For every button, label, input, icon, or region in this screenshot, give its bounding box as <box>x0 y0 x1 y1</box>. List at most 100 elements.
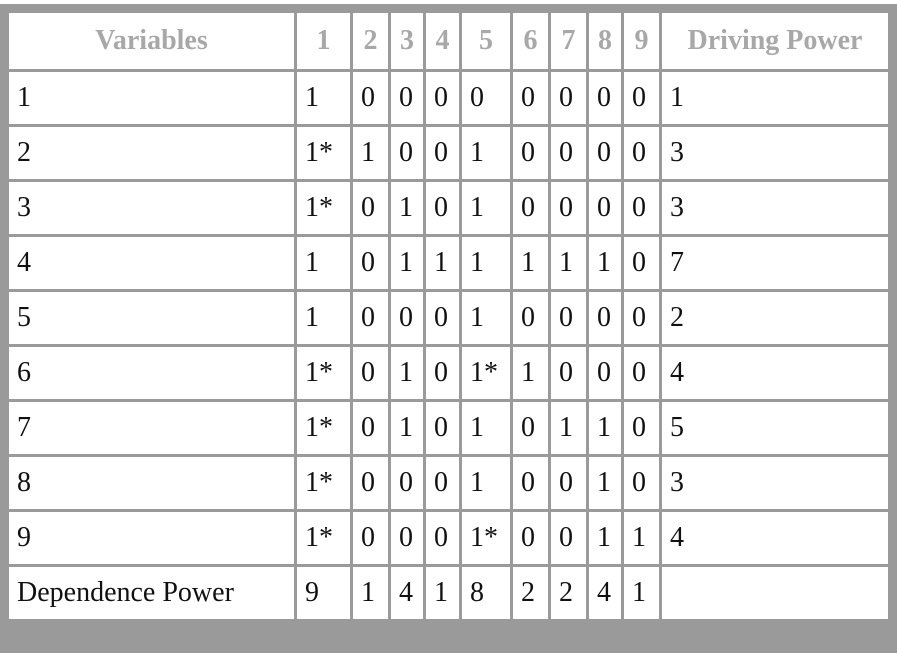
column-header: 8 <box>586 10 624 72</box>
table-cell: 1* <box>294 454 353 512</box>
table-cell: 0 <box>388 289 426 347</box>
table-cell: 1 <box>388 399 426 457</box>
table-cell: 0 <box>423 454 462 512</box>
table-cell: 0 <box>423 344 462 402</box>
table-cell: 0 <box>510 69 551 127</box>
table-cell: 3 <box>659 179 891 237</box>
table-row: 2 1* 1 0 0 1 0 0 0 0 3 <box>6 124 891 182</box>
column-header: 1 <box>294 10 353 72</box>
table-cell: 1* <box>294 179 353 237</box>
header-row: Variables 1 2 3 4 5 6 7 8 9 Driving Power <box>6 10 891 72</box>
table-cell: 1 <box>586 454 624 512</box>
row-label: 3 <box>6 179 297 237</box>
table-cell: 1* <box>294 344 353 402</box>
column-header: 6 <box>510 10 551 72</box>
row-label: 1 <box>6 69 297 127</box>
table-cell: 0 <box>548 509 589 567</box>
table-cell: 0 <box>510 289 551 347</box>
table-cell: 2 <box>659 289 891 347</box>
table-cell: 1 <box>294 69 353 127</box>
table-cell: 0 <box>423 509 462 567</box>
column-header: Variables <box>6 10 297 72</box>
table-row: Dependence Power 9 1 4 1 8 2 2 4 1 <box>6 564 891 622</box>
table-cell: 0 <box>586 179 624 237</box>
table-cell: 1 <box>423 234 462 292</box>
table-cell: 0 <box>510 509 551 567</box>
table-cell: 1* <box>294 399 353 457</box>
table-cell: 0 <box>388 69 426 127</box>
row-label: 5 <box>6 289 297 347</box>
table-cell: 0 <box>621 69 662 127</box>
table-cell: 8 <box>459 564 513 622</box>
table-cell: 1* <box>459 509 513 567</box>
table-cell: 0 <box>548 124 589 182</box>
table-cell: 1 <box>423 564 462 622</box>
table-cell: 0 <box>510 399 551 457</box>
table-cell: 1 <box>294 234 353 292</box>
table-cell: 1 <box>459 289 513 347</box>
table-cell: 1 <box>659 69 891 127</box>
table-cell: 9 <box>294 564 353 622</box>
table-cell: 0 <box>621 234 662 292</box>
table-cell: 0 <box>459 69 513 127</box>
column-header: 9 <box>621 10 662 72</box>
table-cell: 0 <box>510 124 551 182</box>
table-row: 8 1* 0 0 0 1 0 0 1 0 3 <box>6 454 891 512</box>
table-cell: 0 <box>586 69 624 127</box>
table-cell: 0 <box>388 454 426 512</box>
table-cell: 0 <box>423 124 462 182</box>
row-label: 7 <box>6 399 297 457</box>
table-cell: 1 <box>586 399 624 457</box>
table-cell: 2 <box>510 564 551 622</box>
table-cell: 1 <box>548 399 589 457</box>
column-header: 2 <box>350 10 391 72</box>
table-cell: 3 <box>659 124 891 182</box>
table-row: 3 1* 0 1 0 1 0 0 0 0 3 <box>6 179 891 237</box>
table-cell: 5 <box>659 399 891 457</box>
column-header: 5 <box>459 10 513 72</box>
table-cell: 0 <box>350 509 391 567</box>
table-cell: 0 <box>423 399 462 457</box>
column-header: Driving Power <box>659 10 891 72</box>
table-cell: 1 <box>388 344 426 402</box>
column-header: 3 <box>388 10 426 72</box>
table-cell: 1 <box>459 179 513 237</box>
table-cell: 0 <box>548 344 589 402</box>
table-cell: 0 <box>423 289 462 347</box>
table-cell: 0 <box>350 69 391 127</box>
table-cell: 0 <box>586 344 624 402</box>
table-cell: 1 <box>459 399 513 457</box>
row-label: 6 <box>6 344 297 402</box>
table-cell: 1 <box>350 124 391 182</box>
table-cell: 1 <box>510 234 551 292</box>
table-cell: 0 <box>586 289 624 347</box>
table-cell: 1 <box>388 179 426 237</box>
table-cell: 0 <box>586 124 624 182</box>
row-label: 9 <box>6 509 297 567</box>
table-cell: 7 <box>659 234 891 292</box>
table-cell: 1 <box>350 564 391 622</box>
table-cell: 1 <box>388 234 426 292</box>
table-row: 7 1* 0 1 0 1 0 1 1 0 5 <box>6 399 891 457</box>
table-cell: 1* <box>294 124 353 182</box>
table-cell: 1 <box>621 509 662 567</box>
table-cell: 0 <box>621 179 662 237</box>
table-cell: 0 <box>621 289 662 347</box>
table-cell: 3 <box>659 454 891 512</box>
table-cell: 0 <box>621 399 662 457</box>
row-label: Dependence Power <box>6 564 297 622</box>
table-row: 6 1* 0 1 0 1* 1 0 0 0 4 <box>6 344 891 402</box>
table-cell: 0 <box>350 234 391 292</box>
table-cell: 1* <box>459 344 513 402</box>
table-cell: 1 <box>621 564 662 622</box>
column-header: 7 <box>548 10 589 72</box>
table-cell: 1 <box>510 344 551 402</box>
table-cell: 1 <box>586 509 624 567</box>
table-cell: 0 <box>548 289 589 347</box>
table-cell: 2 <box>548 564 589 622</box>
table-cell: 0 <box>621 344 662 402</box>
